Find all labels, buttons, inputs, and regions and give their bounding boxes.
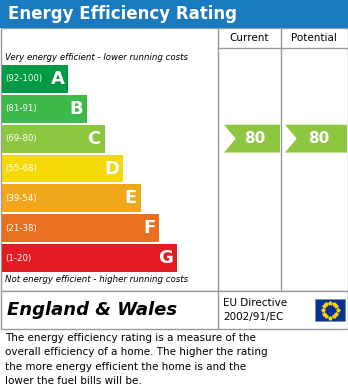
Bar xyxy=(315,299,345,321)
Text: C: C xyxy=(87,130,101,148)
Text: (69-80): (69-80) xyxy=(5,134,37,143)
Text: B: B xyxy=(69,100,82,118)
Text: (81-91): (81-91) xyxy=(5,104,37,113)
Text: (1-20): (1-20) xyxy=(5,254,31,263)
Polygon shape xyxy=(285,125,347,152)
Bar xyxy=(2,65,68,93)
Text: D: D xyxy=(104,160,119,178)
Text: G: G xyxy=(159,249,174,267)
Bar xyxy=(0,291,348,329)
Bar xyxy=(2,154,123,183)
Text: Very energy efficient - lower running costs: Very energy efficient - lower running co… xyxy=(5,53,188,62)
Text: E: E xyxy=(125,189,137,207)
Text: England & Wales: England & Wales xyxy=(7,301,177,319)
Bar xyxy=(2,244,177,272)
Bar xyxy=(2,125,105,152)
Text: A: A xyxy=(50,70,64,88)
Text: Potential: Potential xyxy=(291,33,337,43)
Bar xyxy=(2,214,159,242)
Text: 80: 80 xyxy=(244,131,266,146)
Bar xyxy=(2,95,87,123)
Polygon shape xyxy=(224,125,280,152)
Bar xyxy=(0,0,348,28)
Text: The energy efficiency rating is a measure of the
overall efficiency of a home. T: The energy efficiency rating is a measur… xyxy=(5,333,268,386)
Text: F: F xyxy=(143,219,155,237)
Text: Not energy efficient - higher running costs: Not energy efficient - higher running co… xyxy=(5,275,188,284)
Text: EU Directive
2002/91/EC: EU Directive 2002/91/EC xyxy=(223,298,287,322)
Text: Energy Efficiency Rating: Energy Efficiency Rating xyxy=(8,5,237,23)
Bar xyxy=(0,28,348,291)
Text: (55-68): (55-68) xyxy=(5,164,37,173)
Text: (39-54): (39-54) xyxy=(5,194,37,203)
Bar xyxy=(2,185,141,212)
Text: Current: Current xyxy=(230,33,269,43)
Text: (21-38): (21-38) xyxy=(5,224,37,233)
Text: 80: 80 xyxy=(308,131,330,146)
Text: (92-100): (92-100) xyxy=(5,74,42,83)
